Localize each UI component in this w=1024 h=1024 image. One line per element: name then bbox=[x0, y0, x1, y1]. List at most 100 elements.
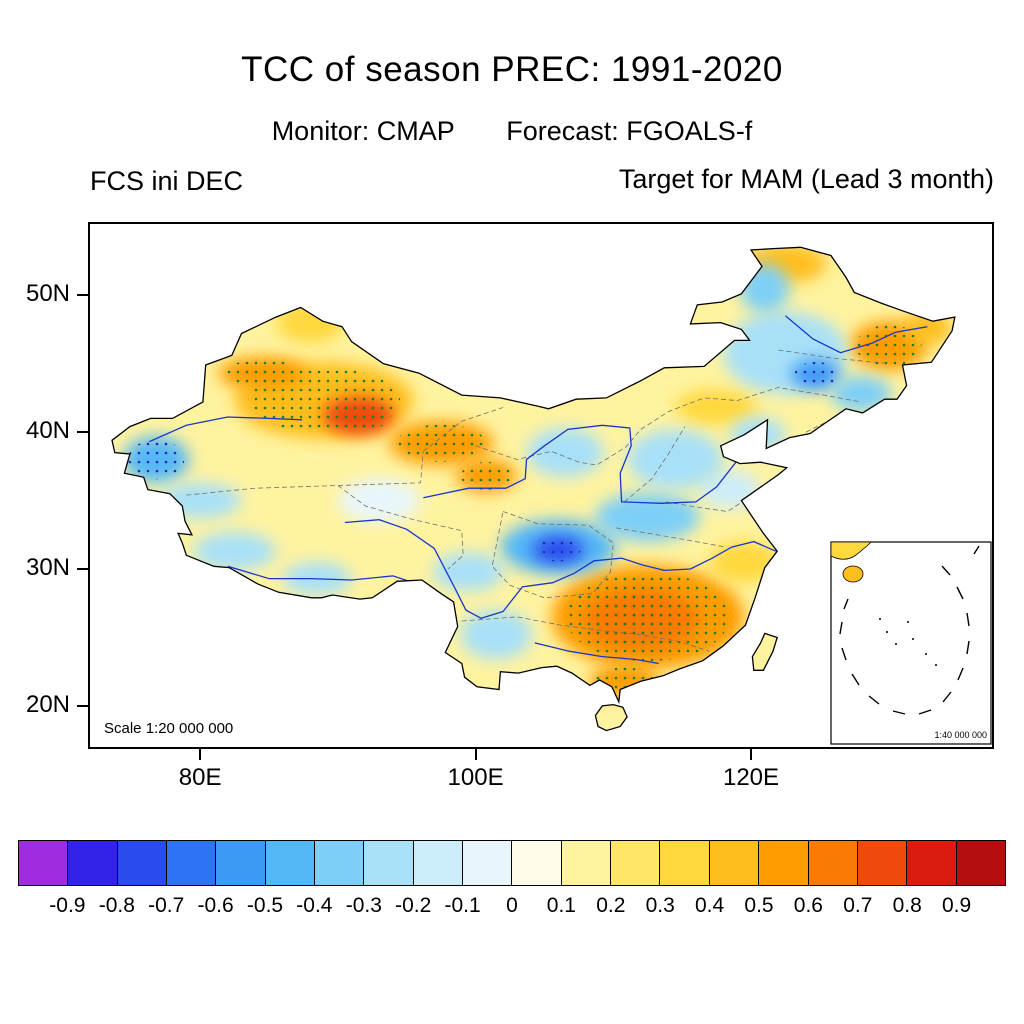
inset-dash-line bbox=[973, 545, 980, 555]
colorbar-cell bbox=[412, 840, 464, 886]
region-east-tibet-negative bbox=[432, 552, 505, 591]
colorbar-cell bbox=[264, 840, 316, 886]
map-panel: Scale 1:20 000 000 1:40 000 000 bbox=[88, 222, 994, 749]
river bbox=[534, 642, 659, 665]
inset-island-dot bbox=[879, 618, 881, 620]
inset-dash-line bbox=[892, 710, 906, 715]
inset-dash-line bbox=[918, 709, 932, 715]
lat-tick-mark bbox=[77, 568, 88, 571]
river bbox=[148, 416, 303, 443]
lat-tick-label: 50N bbox=[25, 280, 70, 308]
taiwan-outline bbox=[751, 632, 779, 671]
stipple-ne-negative-core bbox=[794, 361, 837, 388]
lat-tick-mark bbox=[77, 704, 88, 707]
region-north-hebei-positive bbox=[675, 389, 758, 426]
colorbar-cell bbox=[906, 840, 957, 886]
lon-tick-mark bbox=[199, 749, 202, 760]
region-liaodong-negative bbox=[730, 417, 786, 453]
province-borders bbox=[186, 349, 889, 652]
scs-inset: 1:40 000 000 bbox=[830, 541, 992, 745]
colorbar-cell bbox=[807, 840, 858, 886]
colorbar-cell bbox=[215, 840, 266, 886]
region-yunnan-negative bbox=[460, 610, 533, 660]
colorbar bbox=[18, 840, 1006, 886]
stipple-nw-red-core bbox=[328, 399, 389, 432]
colorbar-cell bbox=[67, 840, 118, 886]
colorbar-tick-label: 0.5 bbox=[744, 894, 774, 917]
inset-dash-line bbox=[868, 695, 880, 705]
map-canvas: Scale 1:20 000 000 1:40 000 000 bbox=[104, 246, 992, 745]
inset-island-dot bbox=[935, 664, 937, 666]
colorbar-tick-label: -0.9 bbox=[49, 894, 86, 917]
stipple-central-negative-core bbox=[535, 538, 581, 562]
lon-tick-mark bbox=[750, 749, 752, 760]
colorbar-cell bbox=[758, 840, 809, 886]
colorbar-tick-label: -0.2 bbox=[395, 894, 432, 917]
lon-tick-label: 120E bbox=[722, 764, 780, 791]
stipple-ne-east-positive bbox=[855, 324, 922, 367]
region-sw-tibet-negative bbox=[193, 532, 276, 571]
region-kunlun-negative bbox=[158, 482, 242, 519]
lon-tick-mark bbox=[474, 749, 477, 760]
colorbar-tick-label: 0.9 bbox=[941, 894, 972, 917]
stipple-gansu-corridor-positive bbox=[396, 424, 486, 462]
region-ordos-negative bbox=[526, 427, 604, 478]
lat-tick-label: 20N bbox=[25, 690, 70, 718]
field-fill-layer bbox=[112, 247, 955, 731]
colorbar-cell bbox=[856, 840, 908, 886]
colorbar-cell bbox=[708, 840, 760, 886]
colorbar-tick-label: -0.3 bbox=[345, 894, 382, 917]
stipple-qinghai-east-positive bbox=[460, 461, 513, 490]
init-label: FCS ini DEC bbox=[90, 166, 244, 196]
stipple-se-china-core bbox=[591, 594, 691, 646]
stipple-south-coast-positive bbox=[595, 667, 654, 696]
colorbar-tick-label: -0.8 bbox=[98, 894, 135, 917]
lat-tick-label: 40N bbox=[25, 417, 70, 445]
stipple-tarim-west-negative bbox=[128, 439, 185, 480]
region-altai-positive bbox=[275, 302, 345, 344]
inset-hainan-island bbox=[842, 565, 864, 583]
colorbar-tick-label: -0.6 bbox=[197, 894, 234, 917]
forecast-label: Forecast: FGOALS-f bbox=[506, 116, 753, 146]
lon-tick-label: 80E bbox=[178, 764, 222, 791]
colorbar-cell bbox=[511, 840, 562, 886]
colorbar-cell bbox=[560, 840, 612, 886]
region-qinghai-pale bbox=[337, 478, 421, 523]
lon-tick-label: 100E bbox=[447, 764, 504, 791]
inset-dash-line bbox=[941, 565, 951, 576]
colorbar-tick-label: 0.4 bbox=[694, 894, 725, 917]
colorbar-tick-label: 0.3 bbox=[645, 894, 675, 917]
inset-island-dot bbox=[886, 631, 888, 633]
colorbar-cell bbox=[363, 840, 414, 886]
colorbar-tick-label: -0.4 bbox=[296, 894, 333, 917]
china-outline bbox=[111, 246, 956, 705]
colorbar-tick-label: -0.5 bbox=[246, 894, 284, 917]
rivers-layer bbox=[148, 315, 928, 665]
colorbar-tick-label: -0.7 bbox=[148, 894, 185, 917]
inset-scale-text: 1:40 000 000 bbox=[934, 730, 987, 740]
lat-tick-label: 30N bbox=[25, 554, 70, 582]
region-ne-northwest-negative bbox=[739, 263, 790, 313]
colorbar-tick-label: 0 bbox=[506, 894, 518, 917]
colorbar-tick-label: 0.2 bbox=[596, 894, 626, 917]
colorbar-tick-label: -0.1 bbox=[444, 894, 481, 917]
stipple-tianshan-positive bbox=[224, 359, 300, 388]
region-east-central-negative bbox=[595, 492, 701, 542]
colorbar-cell bbox=[314, 840, 365, 886]
inset-dash-line bbox=[956, 586, 964, 600]
inset-dash-line bbox=[966, 640, 970, 655]
map-scale-text: Scale 1:20 000 000 bbox=[104, 720, 233, 737]
page-title: TCC of season PREC: 1991-2020 bbox=[241, 50, 783, 89]
colorbar-tick-label: 0.7 bbox=[843, 894, 873, 917]
colorbar-cell bbox=[955, 840, 1006, 886]
subtitle-row: Monitor: CMAP Forecast: FGOALS-f bbox=[0, 116, 1024, 147]
inset-island-dot bbox=[895, 643, 897, 645]
region-east-coast-positive bbox=[709, 541, 779, 583]
inset-dash-line bbox=[966, 612, 970, 627]
inset-island-dot bbox=[907, 621, 909, 623]
river bbox=[423, 424, 737, 504]
colorbar-tick-label: 0.1 bbox=[546, 894, 576, 917]
lat-tick-mark bbox=[77, 431, 88, 434]
river bbox=[344, 519, 777, 620]
